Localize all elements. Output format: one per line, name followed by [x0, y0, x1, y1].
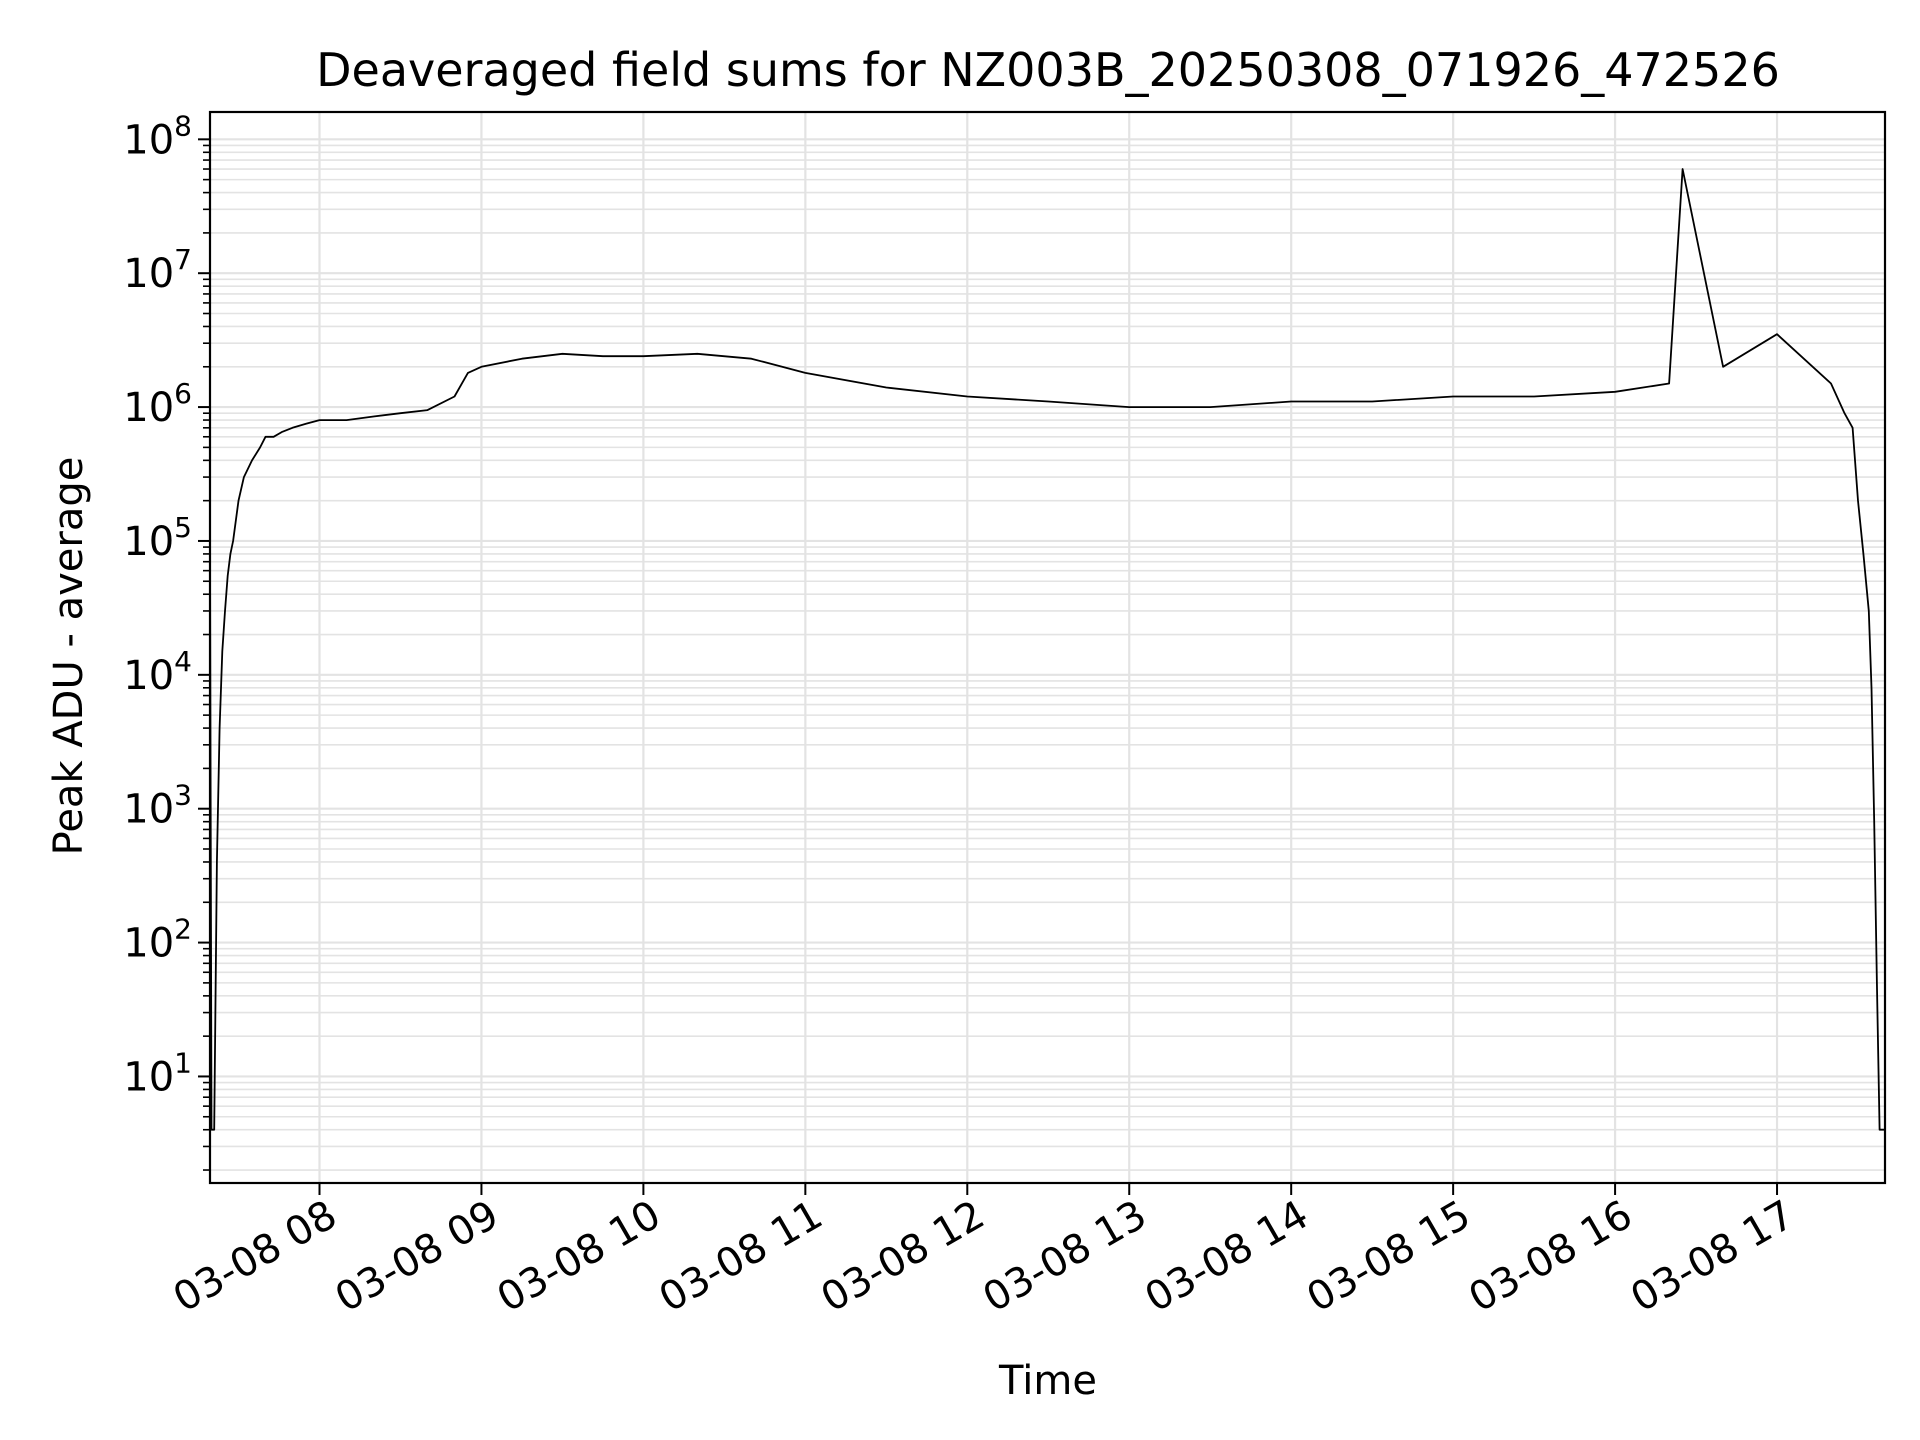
- x-tick-label: 03-08 14: [1137, 1192, 1316, 1322]
- y-tick-label: 105: [123, 511, 192, 565]
- x-tick-label: 03-08 16: [1461, 1192, 1640, 1322]
- series-line: [209, 168, 1885, 1131]
- x-tick-label: 03-08 17: [1623, 1192, 1802, 1322]
- y-tick-label: 103: [123, 779, 192, 833]
- x-axis-label: Time: [998, 1358, 1097, 1404]
- x-tick-label: 03-08 08: [166, 1192, 345, 1322]
- y-tick-label: 107: [123, 243, 192, 297]
- y-tick-label: 108: [123, 109, 192, 163]
- line-layer: [209, 168, 1885, 1131]
- y-tick-label: 102: [123, 913, 192, 967]
- x-tick-label: 03-08 09: [328, 1192, 507, 1322]
- x-tick-label: 03-08 13: [975, 1192, 1154, 1322]
- x-tick-label: 03-08 10: [490, 1192, 669, 1322]
- plot-frame: [208, 110, 1887, 1185]
- x-tick-label: 03-08 15: [1299, 1192, 1478, 1322]
- x-tick-label: 03-08 12: [814, 1192, 993, 1322]
- chart-title: Deaveraged field sums for NZ003B_2025030…: [316, 43, 1780, 97]
- y-tick-label: 106: [123, 377, 192, 431]
- y-axis-label: Peak ADU - average: [46, 457, 92, 856]
- grid-layer: [210, 112, 1885, 1183]
- y-tick-label: 101: [123, 1046, 192, 1100]
- y-tick-label: 104: [123, 645, 192, 699]
- x-tick-label: 03-08 11: [652, 1192, 831, 1322]
